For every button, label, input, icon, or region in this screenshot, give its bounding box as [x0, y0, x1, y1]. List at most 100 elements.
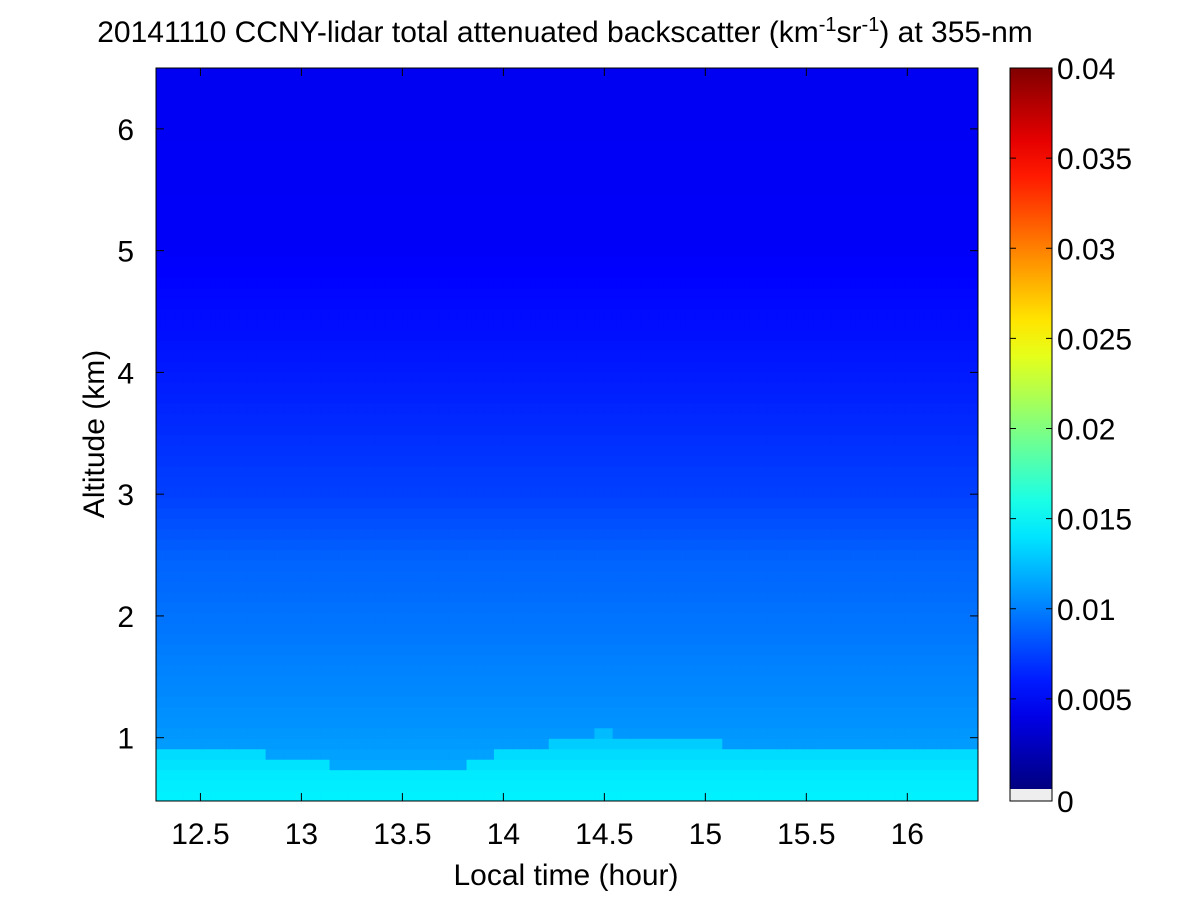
heatmap-cell: [165, 225, 175, 237]
heatmap-cell: [813, 643, 824, 655]
heatmap-cell: [484, 738, 495, 750]
heatmap-cell: [704, 507, 714, 519]
heatmap-cell: [923, 706, 933, 718]
heatmap-cell: [904, 748, 915, 760]
heatmap-cell: [740, 560, 751, 572]
heatmap-cell: [758, 476, 769, 488]
heatmap-cell: [174, 287, 184, 299]
heatmap-cell: [329, 633, 340, 645]
heatmap-cell: [356, 246, 367, 258]
heatmap-cell: [356, 361, 367, 373]
heatmap-cell: [841, 560, 851, 572]
heatmap-cell: [366, 539, 376, 551]
heatmap-cell: [640, 246, 650, 258]
heatmap-cell: [265, 643, 276, 655]
heatmap-cell: [740, 790, 751, 801]
heatmap-cell: [503, 319, 513, 331]
heatmap-cell: [932, 507, 943, 519]
heatmap-cell: [439, 371, 449, 383]
heatmap-cell: [420, 790, 431, 801]
heatmap-cell: [822, 560, 833, 572]
heatmap-cell: [539, 633, 550, 645]
heatmap-cell: [594, 507, 605, 519]
heatmap-cell: [868, 790, 879, 801]
heatmap-cell: [567, 382, 577, 394]
heatmap-cell: [430, 371, 440, 383]
heatmap-cell: [959, 225, 970, 237]
heatmap-cell: [557, 329, 568, 341]
heatmap-cell: [758, 465, 769, 477]
heatmap-cell: [521, 727, 532, 739]
heatmap-cell: [530, 507, 541, 519]
heatmap-cell: [658, 382, 669, 394]
heatmap-cell: [694, 727, 705, 739]
heatmap-cell: [448, 340, 458, 352]
heatmap-cell: [247, 675, 258, 687]
heatmap-cell: [612, 727, 623, 739]
heatmap-cell: [274, 612, 285, 624]
heatmap-cell: [475, 769, 486, 781]
heatmap-cell: [375, 780, 385, 792]
heatmap-cell: [786, 298, 796, 310]
heatmap-cell: [694, 403, 705, 415]
heatmap-cell: [430, 319, 440, 331]
heatmap-cell: [475, 591, 486, 603]
heatmap-cell: [539, 266, 550, 279]
heatmap-cell: [229, 549, 239, 561]
heatmap-cell: [256, 685, 267, 697]
heatmap-cell: [886, 643, 897, 655]
heatmap-cell: [676, 581, 687, 593]
heatmap-cell: [667, 602, 678, 614]
heatmap-cell: [841, 685, 851, 697]
heatmap-cell: [895, 424, 906, 436]
heatmap-cell: [795, 465, 806, 477]
heatmap-cell: [356, 403, 367, 415]
heatmap-cell: [594, 444, 605, 457]
heatmap-cell: [831, 403, 842, 415]
heatmap-cell: [904, 308, 915, 320]
heatmap-cell: [895, 675, 906, 687]
heatmap-cell: [612, 780, 623, 792]
heatmap-cell: [229, 476, 239, 488]
heatmap-cell: [786, 560, 796, 572]
heatmap-cell: [256, 434, 267, 446]
heatmap-cell: [713, 340, 723, 352]
heatmap-cell: [347, 706, 358, 718]
heatmap-cell: [658, 246, 669, 258]
heatmap-cell: [649, 455, 659, 467]
heatmap-cell: [950, 748, 961, 760]
heatmap-cell: [393, 455, 404, 467]
heatmap-cell: [722, 444, 732, 457]
heatmap-cell: [658, 256, 669, 268]
heatmap-cell: [950, 570, 961, 582]
heatmap-cell: [886, 591, 897, 603]
heatmap-cell: [630, 392, 641, 404]
heatmap-cell: [448, 476, 458, 488]
heatmap-cell: [841, 675, 851, 687]
heatmap-cell: [174, 465, 184, 477]
heatmap-cell: [375, 361, 385, 373]
heatmap-cell: [603, 685, 614, 697]
heatmap-cell: [466, 266, 477, 279]
heatmap-cell: [347, 685, 358, 697]
heatmap-cell: [219, 361, 230, 373]
heatmap-cell: [685, 308, 696, 320]
heatmap-cell: [758, 371, 769, 383]
heatmap-cell: [484, 685, 495, 697]
heatmap-cell: [713, 329, 723, 341]
heatmap-cell: [777, 643, 787, 655]
heatmap-cell: [585, 371, 595, 383]
heatmap-cell: [959, 382, 970, 394]
heatmap-cell: [694, 717, 705, 729]
heatmap-cell: [676, 717, 687, 729]
heatmap-cell: [512, 497, 522, 509]
heatmap-cell: [512, 214, 522, 226]
heatmap-cell: [567, 780, 577, 792]
heatmap-cell: [877, 717, 888, 729]
heatmap-cell: [749, 727, 760, 739]
heatmap-cell: [667, 675, 678, 687]
heatmap-cell: [430, 214, 440, 226]
heatmap-cell: [338, 539, 349, 551]
heatmap-cell: [603, 350, 614, 362]
heatmap-cell: [302, 308, 312, 320]
